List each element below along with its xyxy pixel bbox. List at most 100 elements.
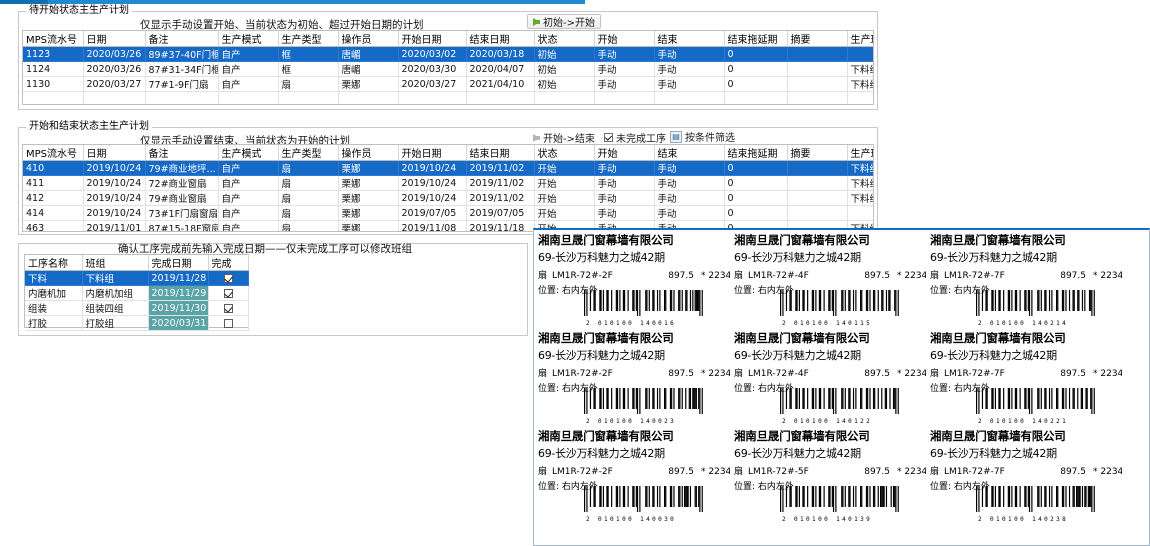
- completion-date-cell[interactable]: 2019/11/30: [148, 300, 209, 316]
- cell-4[interactable]: 扇: [278, 160, 339, 176]
- team-cell[interactable]: 组装四组: [82, 300, 149, 316]
- completion-date-cell[interactable]: 2019/11/29: [148, 285, 209, 301]
- column-header-1[interactable]: 日期: [83, 145, 146, 161]
- cell-8[interactable]: 初始: [534, 76, 595, 92]
- cell-13[interactable]: 下料组: [847, 76, 873, 92]
- cell-5[interactable]: 唐嵋: [338, 61, 399, 77]
- cell-2[interactable]: 87#15-18F窗扇: [145, 220, 219, 231]
- cell-11[interactable]: 0: [724, 190, 788, 206]
- product-label[interactable]: 湘南旦晟门窗幕墙有限公司 69-长沙万科魅力之城42期扇 LM1R-72#-7F 89…: [930, 428, 1122, 525]
- cell-2[interactable]: 89#37-40F门框: [145, 46, 219, 62]
- checkbox-icon[interactable]: [223, 288, 233, 298]
- column-header-2[interactable]: 完成日期: [148, 255, 209, 271]
- product-label[interactable]: 湘南旦晟门窗幕墙有限公司 69-长沙万科魅力之城42期扇 LM1R-72#-4F 89…: [734, 330, 926, 427]
- column-header-13[interactable]: 生产班组: [847, 31, 873, 47]
- cell-0[interactable]: 463: [23, 220, 84, 231]
- process-name-cell[interactable]: 组装: [25, 300, 83, 316]
- product-label[interactable]: 湘南旦晟门窗幕墙有限公司 69-长沙万科魅力之城42期扇 LM1R-72#-7F 89…: [930, 232, 1122, 329]
- process-name-cell[interactable]: 内磨机加: [25, 285, 83, 301]
- cell-7[interactable]: 2021/04/10: [466, 76, 535, 92]
- cell-6[interactable]: 2019/10/24: [398, 160, 467, 176]
- column-header-0[interactable]: MPS流水号: [23, 31, 84, 47]
- table-row[interactable]: 411 2019/10/24 72#商业窗扇 自产扇栗娜 2019/10/24 2019/…: [23, 175, 873, 191]
- cell-4[interactable]: 扇: [278, 175, 339, 191]
- pending-start-plan-grid[interactable]: MPS流水号 日期 备注 生产模式 生产类型 操作员 开始日期 结束日期 状态 开始 结束 结束拖延期…: [22, 30, 874, 105]
- cell-13[interactable]: [847, 205, 873, 221]
- start-to-finish-button[interactable]: 开始->结束: [527, 130, 601, 145]
- cell-1[interactable]: 2019/10/24: [83, 205, 146, 221]
- column-header-3[interactable]: 生产模式: [218, 145, 279, 161]
- cell-12[interactable]: [787, 76, 848, 92]
- cell-3[interactable]: 自产: [218, 160, 279, 176]
- process-row[interactable]: 内磨机加 内磨机加组 2019/11/29: [25, 285, 249, 301]
- table-row[interactable]: 1123 2020/03/26 89#37-40F门框 自产框唐嵋 2020/03/02…: [23, 46, 873, 62]
- cell-10[interactable]: 手动: [654, 160, 725, 176]
- cell-9[interactable]: 手动: [594, 46, 655, 62]
- cell-11[interactable]: 0: [724, 220, 788, 231]
- team-cell[interactable]: 打胶组: [82, 315, 149, 331]
- column-header-13[interactable]: 生产班组: [847, 145, 873, 161]
- column-header-7[interactable]: 结束日期: [466, 145, 535, 161]
- cell-3[interactable]: 自产: [218, 220, 279, 231]
- column-header-8[interactable]: 状态: [534, 31, 595, 47]
- cell-11[interactable]: 0: [724, 205, 788, 221]
- column-header-4[interactable]: 生产类型: [278, 31, 339, 47]
- cell-7[interactable]: 2020/03/18: [466, 46, 535, 62]
- product-label[interactable]: 湘南旦晟门窗幕墙有限公司 69-长沙万科魅力之城42期扇 LM1R-72#-2F 89…: [538, 428, 730, 525]
- checkbox-icon[interactable]: [223, 318, 233, 328]
- column-header-0[interactable]: 工序名称: [25, 255, 83, 271]
- cell-13[interactable]: 下料组: [847, 61, 873, 77]
- table-row[interactable]: 1124 2020/03/26 87#31-34F门框 自产框唐嵋 2020/03/30…: [23, 61, 873, 77]
- cell-7[interactable]: 2020/04/07: [466, 61, 535, 77]
- cell-8[interactable]: 初始: [534, 46, 595, 62]
- column-header-1[interactable]: 日期: [83, 31, 146, 47]
- cell-0[interactable]: 1123: [23, 46, 84, 62]
- cell-4[interactable]: 扇: [278, 190, 339, 206]
- cell-0[interactable]: 410: [23, 160, 84, 176]
- cell-13[interactable]: 下料组: [847, 175, 873, 191]
- cell-6[interactable]: 2020/03/02: [398, 46, 467, 62]
- cell-8[interactable]: 开始: [534, 175, 595, 191]
- table-row[interactable]: 414 2019/10/24 73#1F门扇窗扇 自产扇栗娜 2019/07/05 201…: [23, 205, 873, 221]
- cell-5[interactable]: 唐嵋: [338, 46, 399, 62]
- cell-8[interactable]: 开始: [534, 220, 595, 231]
- cell-6[interactable]: 2019/07/05: [398, 205, 467, 221]
- cell-1[interactable]: 2019/10/24: [83, 175, 146, 191]
- cell-2[interactable]: 79#商业窗扇: [145, 190, 219, 206]
- team-cell[interactable]: 内磨机加组: [82, 285, 149, 301]
- process-name-cell[interactable]: 打胶: [25, 315, 83, 331]
- label-preview-panel[interactable]: 湘南旦晟门窗幕墙有限公司 69-长沙万科魅力之城42期扇 LM1R-72#-2F 89…: [533, 228, 1150, 546]
- cell-8[interactable]: 开始: [534, 190, 595, 206]
- column-header-8[interactable]: 状态: [534, 145, 595, 161]
- table-row[interactable]: 1130 2020/03/27 77#1-9F门扇 自产扇栗娜 2020/03/27 20…: [23, 76, 873, 92]
- cell-8[interactable]: 开始: [534, 205, 595, 221]
- init-to-start-button[interactable]: 初始->开始: [527, 14, 601, 29]
- cell-1[interactable]: 2019/11/01: [83, 220, 146, 231]
- cell-10[interactable]: 手动: [654, 190, 725, 206]
- completion-date-cell[interactable]: 2019/11/28: [148, 270, 209, 286]
- cell-10[interactable]: 手动: [654, 205, 725, 221]
- cell-9[interactable]: 手动: [594, 61, 655, 77]
- cell-3[interactable]: 自产: [218, 76, 279, 92]
- column-header-7[interactable]: 结束日期: [466, 31, 535, 47]
- cell-11[interactable]: 0: [724, 76, 788, 92]
- cell-12[interactable]: [787, 46, 848, 62]
- cell-6[interactable]: 2019/11/08: [398, 220, 467, 231]
- column-header-11[interactable]: 结束拖延期: [724, 31, 788, 47]
- cell-7[interactable]: 2019/11/02: [466, 190, 535, 206]
- column-header-2[interactable]: 备注: [145, 145, 219, 161]
- cell-4[interactable]: 扇: [278, 205, 339, 221]
- process-completion-grid[interactable]: 工序名称 班组 完成日期 完成 下料 下料组 2019/11/28 内磨机加 内磨机加组 201…: [24, 254, 249, 331]
- cell-13[interactable]: [847, 46, 873, 62]
- cell-11[interactable]: 0: [724, 61, 788, 77]
- cell-13[interactable]: 下料组: [847, 220, 873, 231]
- cell-11[interactable]: 0: [724, 160, 788, 176]
- cell-0[interactable]: 414: [23, 205, 84, 221]
- cell-2[interactable]: 77#1-9F门扇: [145, 76, 219, 92]
- column-header-6[interactable]: 开始日期: [398, 31, 467, 47]
- cell-5[interactable]: 栗娜: [338, 220, 399, 231]
- cell-10[interactable]: 手动: [654, 76, 725, 92]
- table-row[interactable]: 463 2019/11/01 87#15-18F窗扇 自产扇栗娜 2019/11/08 2…: [23, 220, 873, 231]
- cell-2[interactable]: 87#31-34F门框: [145, 61, 219, 77]
- condition-filter-button[interactable]: ▤ 按条件筛选: [664, 129, 741, 144]
